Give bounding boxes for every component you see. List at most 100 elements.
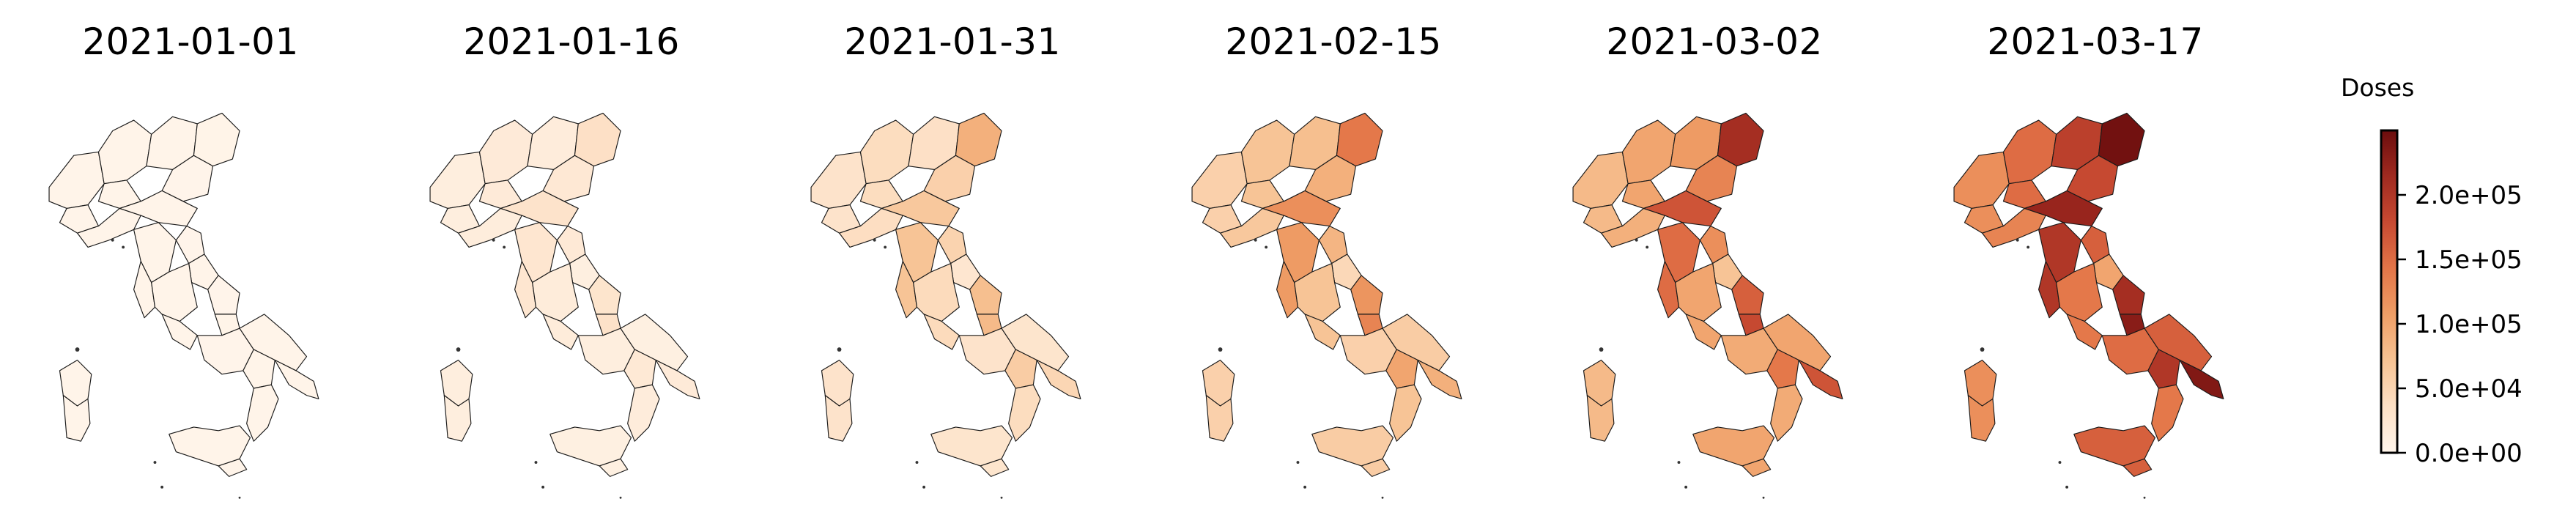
region-shape [1621,119,1676,185]
colorbar-tick-label: 5.0e+04 [2415,374,2523,404]
region-shape [443,395,472,442]
region-shape [2179,359,2224,400]
region-shape [2098,112,2145,167]
region-shape [2080,225,2110,264]
region-shape [824,395,853,442]
region-shape [169,425,251,467]
island-dot [1303,485,1307,489]
island-dot [2016,238,2019,242]
region-shape [1036,359,1081,400]
region-shape [1191,151,1248,210]
region-shape [599,458,629,477]
colorbar-legend: Doses 0.0e+00 5.0e+04 1.0e+05 1.5e+05 2.0e+0… [2308,0,2576,507]
region-shape [1731,275,1764,315]
panel-date-title: 2021-03-02 [1606,21,1823,63]
region-shape [2147,349,2180,389]
region-shape [556,225,586,264]
region-shape [1953,151,2010,210]
region-shape [655,359,700,400]
region-shape [133,261,156,319]
map-panel: 2021-03-02 [1524,0,1905,507]
italy-choropleth [810,112,1081,499]
region-shape [1572,151,1629,210]
island-dot [75,347,80,352]
island-dot [2065,485,2069,489]
island-dot [1635,238,1638,242]
region-shape [207,275,240,315]
island-dot [837,347,842,352]
island-dot [111,238,114,242]
region-shape [1770,384,1803,442]
italy-choropleth [1572,112,1843,499]
colorbar-tick-label: 1.5e+05 [2415,245,2523,275]
region-shape [1205,395,1234,442]
panel-date-title: 2021-01-31 [844,21,1061,63]
island-dot [456,347,461,352]
panel-date-title: 2021-01-01 [82,21,299,63]
region-shape [1699,225,1729,264]
region-shape [1600,207,1665,248]
region-shape [1004,349,1037,389]
region-shape [97,119,152,185]
map-panel: 2021-01-01 [0,0,381,507]
map-panel: 2021-01-16 [381,0,762,507]
region-shape [2038,261,2061,319]
region-shape [478,119,533,185]
region-shape [48,151,105,210]
region-shape [930,425,1013,467]
region-shape [2112,275,2145,315]
island-dot [1646,245,1649,249]
island-dot [2143,496,2146,499]
region-shape [838,207,903,248]
region-shape [246,384,279,442]
colorbar-tick-label: 2.0e+05 [2415,181,2523,210]
panel-date-title: 2021-02-15 [1225,21,1442,63]
island-dot [1677,461,1681,465]
italy-choropleth [429,112,700,499]
island-dot [1254,238,1257,242]
region-shape [1311,425,1394,467]
colorbar-label: Doses [2341,73,2415,102]
region-shape [2073,425,2156,467]
region-shape [274,359,319,400]
island-dot [1599,347,1604,352]
region-shape [1304,314,1341,350]
italy-choropleth [1191,112,1462,499]
region-shape [549,425,632,467]
region-shape [1798,359,1843,400]
map-panel: 2021-02-15 [1143,0,1524,507]
region-shape [429,151,486,210]
region-shape [2151,384,2184,442]
island-dot [492,238,495,242]
island-dot [884,245,887,249]
region-shape [881,190,960,227]
island-dot [1000,496,1003,499]
region-shape [2122,458,2153,477]
island-dot [1980,347,1985,352]
region-shape [1586,395,1615,442]
region-shape [1657,261,1680,319]
region-shape [1262,190,1341,227]
region-shape [1336,112,1383,167]
region-shape [937,225,967,264]
island-dot [1218,347,1223,352]
region-shape [1692,425,1775,467]
island-dot [541,485,545,489]
island-dot [1684,485,1688,489]
region-shape [627,384,660,442]
island-dot [122,245,125,249]
region-shape [193,112,240,167]
island-dot [873,238,876,242]
region-shape [62,395,91,442]
region-shape [923,314,960,350]
region-shape [859,119,914,185]
region-shape [1967,395,1996,442]
region-shape [1643,190,1722,227]
region-shape [1276,261,1299,319]
region-shape [1240,119,1295,185]
region-shape [810,151,867,210]
region-shape [119,190,198,227]
region-shape [1318,225,1348,264]
island-dot [238,496,241,499]
region-shape [955,112,1002,167]
